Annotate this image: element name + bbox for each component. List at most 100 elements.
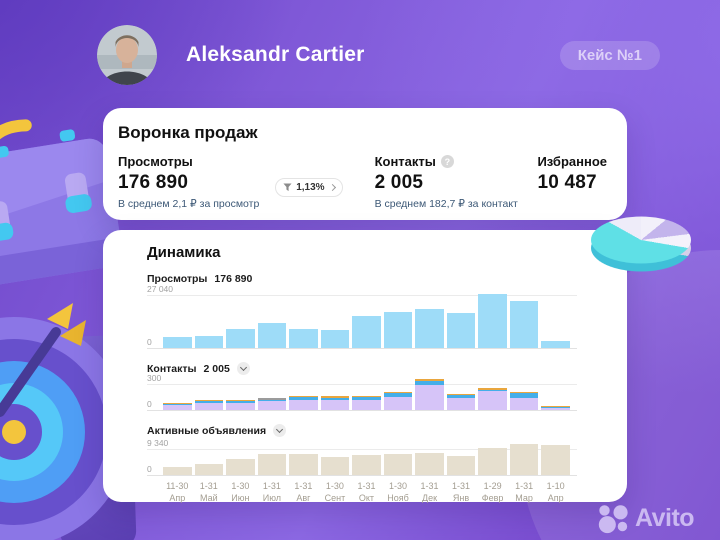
chart-bar [320,330,350,348]
funnel-card-title: Воронка продаж [118,123,258,142]
chart-bar [352,396,381,410]
x-tick-label: 1-31 Дек [420,481,439,503]
avito-logo-text: Avito [635,503,695,532]
chart-bar [446,393,476,410]
chart-bar [194,464,224,475]
chevron-right-icon [328,183,336,192]
case-badge: Кейс №1 [559,40,660,70]
x-tick-label: 1-31 Янв [452,481,471,503]
views-bars [163,289,570,348]
chart-bar [383,312,413,348]
chart-bar [541,340,570,348]
chart-bar [163,467,192,475]
x-tick-label: 1-31 Май [199,481,218,503]
chart-bar [226,458,255,475]
x-tick-label: 1-31 Окт [357,481,376,503]
chart-bar [163,336,192,348]
x-tick-label: 1-31 Авг [294,481,313,503]
x-tick-label: 1-30 Сент [324,481,346,503]
chart-bar [383,392,413,410]
funnel-icon [283,183,292,192]
baseline [147,475,577,476]
header: Aleksandr Cartier Кейс №1 [97,24,660,86]
views-chart-plot: 27 040 0 [147,284,577,349]
chart-bar [320,396,350,410]
favorites-stat: Избранное 10 487 [537,154,607,194]
avito-logo-mark [598,505,628,534]
views-value: 176 890 [118,172,189,193]
x-tick-label: 1-31 Июл [262,481,281,503]
chart-bar [289,329,318,348]
y-axis-min-label: 0 [147,337,152,347]
chart-bar [194,400,224,410]
x-tick-label: 1-30 Нояб [387,481,409,503]
views-sub: В среднем 2,1 ₽ за просмотр [118,198,260,210]
chart-bar [289,395,318,410]
chart-bar [163,402,192,410]
contacts-stat: Контакты ? 2 005 В среднем 182,7 ₽ за ко… [375,154,538,210]
listings-chart-head: Активные объявления [147,424,577,437]
chart-bar [226,328,255,348]
conversion-value: 1,13% [296,182,325,193]
x-tick-label: 11-30 Апр [166,481,189,503]
chevron-down-icon[interactable] [273,424,287,437]
chart-bar [415,379,444,410]
y-axis-max-label: 27 040 [147,284,173,294]
contacts-sub: В среднем 182,7 ₽ за контакт [374,198,518,210]
chart-bar [415,452,444,475]
chart-bar [383,454,413,475]
x-axis-labels: 11-30 Апр 1-31 Май 1-30 Июн 1-31 Июл 1-31 Авг 1-30… [163,480,577,504]
x-tick-label: 1-30 Июн [231,481,250,503]
chart-bar [257,398,287,410]
baseline [147,348,577,349]
listings-bars [163,440,570,475]
gridline [147,384,577,385]
chart-bar [226,399,255,410]
chart-bar [194,336,224,348]
chart-bar [446,312,476,348]
baseline [147,410,577,411]
chart-bar [478,447,507,475]
chart-bar [446,455,476,475]
contacts-chart-head: Контакты 2 005 [147,362,577,375]
chevron-down-icon[interactable] [236,362,250,375]
favorites-label: Избранное [537,154,607,169]
gridline [147,295,577,296]
chart-bar [509,443,539,475]
gridline [147,449,577,450]
target-3d-icon [0,303,129,540]
briefcase-3d-icon [0,119,120,287]
contacts-chart-plot: 300 0 [147,373,577,411]
listings-chart-plot: 9 340 0 [147,438,577,476]
favorites-value: 10 487 [537,172,597,193]
sales-funnel-card: Воронка продаж Просмотры 176 890 В средн… [103,108,627,220]
contacts-value: 2 005 [374,172,424,193]
contacts-label: Контакты ? [375,154,538,169]
views-chart-head: Просмотры 176 890 [147,273,577,285]
pie-chart-3d-icon [586,188,696,272]
listings-chart-title: Активные объявления [147,424,267,437]
chart-bar [352,315,381,348]
chart-bar [541,444,570,475]
chart-bar [320,456,350,475]
chart-bar [289,453,318,475]
chart-bar [257,454,287,475]
chart-bar [478,388,507,410]
y-axis-min-label: 0 [147,464,152,474]
chart-bar [352,454,381,475]
chart-bar [509,392,539,410]
contacts-chart-total: 2 005 [203,362,230,375]
help-icon[interactable]: ? [440,155,454,168]
y-axis-min-label: 0 [147,399,152,409]
x-tick-label: 1-10 Апр [546,481,565,503]
person-name: Aleksandr Cartier [186,43,365,66]
dynamics-card: Динамика Просмотры 176 890 27 040 0 Конт… [103,230,627,504]
x-tick-label: 1-29 Февр [481,481,504,503]
chart-bar [415,308,444,348]
views-chart-title: Просмотры [147,273,208,285]
chart-bar [257,323,287,348]
conversion-rate-pill[interactable]: 1,13% [275,178,343,197]
x-tick-label: 1-31 Мар [515,481,534,503]
contacts-bars [163,378,570,410]
